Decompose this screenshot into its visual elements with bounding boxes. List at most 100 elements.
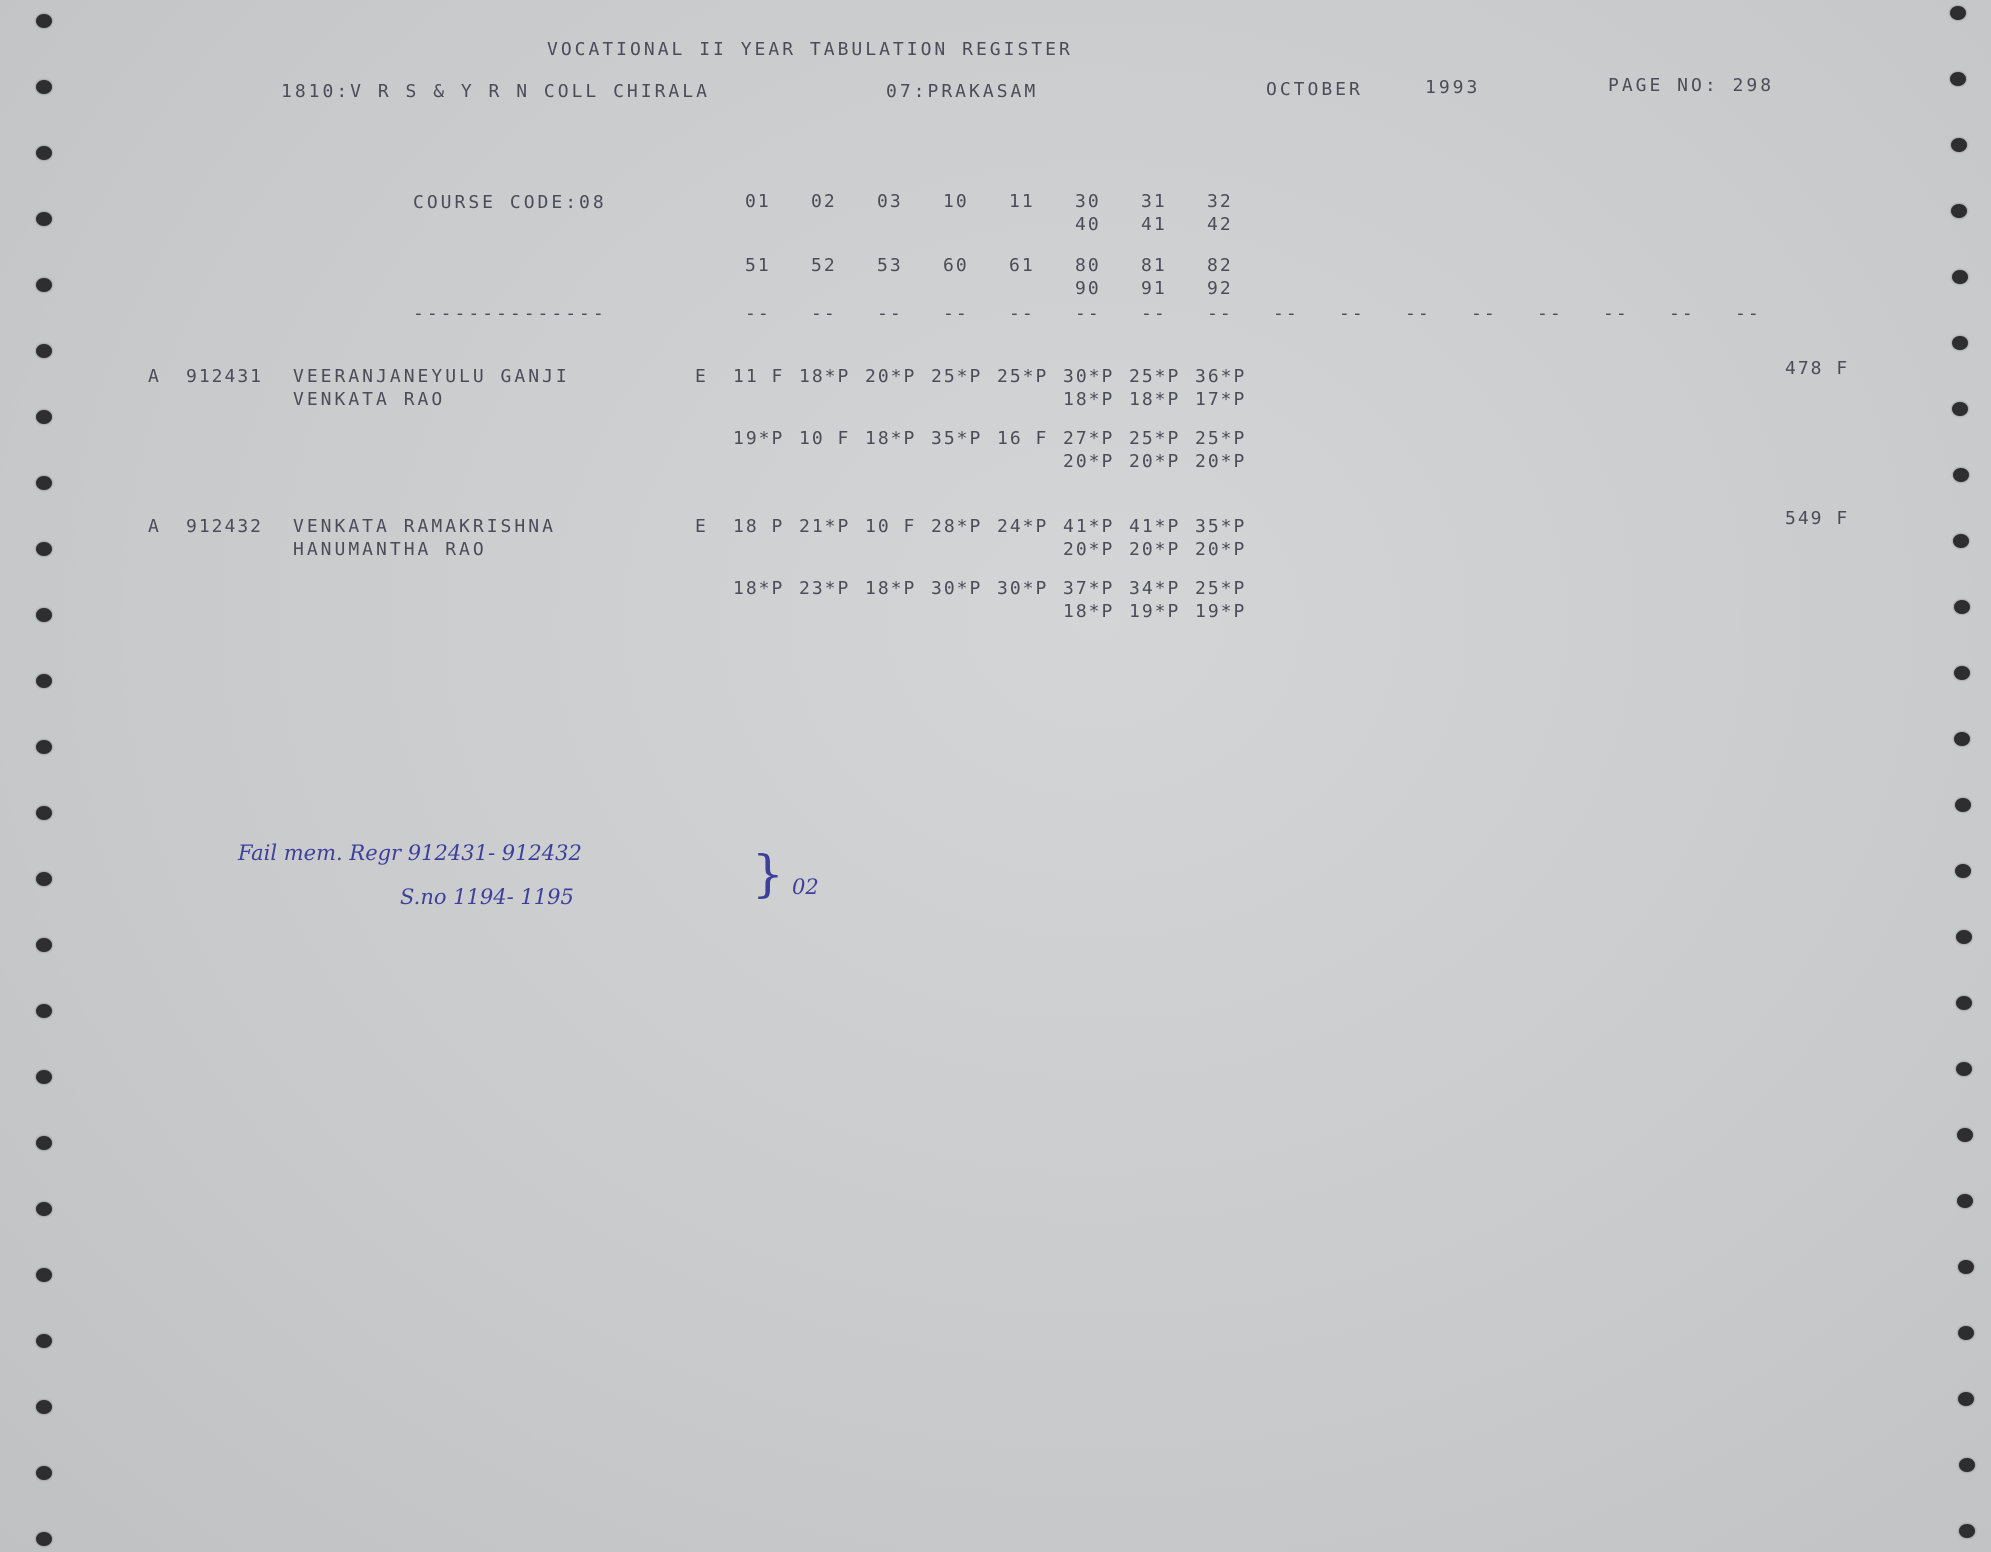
tractor-feed-hole xyxy=(1958,1392,1975,1406)
subject-mark: 25*P xyxy=(1129,366,1181,387)
tractor-feed-hole xyxy=(36,410,52,424)
tractor-feed-hole xyxy=(1954,666,1970,680)
tractor-feed-hole xyxy=(36,740,52,754)
subject-mark: 27*P xyxy=(1063,428,1115,449)
tractor-feed-hole xyxy=(1950,138,1967,152)
column-separator: -- xyxy=(1009,303,1035,324)
column-separator: -- xyxy=(1207,303,1233,324)
subject-code: 92 xyxy=(1207,278,1233,299)
tractor-feed-hole xyxy=(1956,996,1972,1010)
subject-mark: 24*P xyxy=(997,516,1049,537)
subject-mark: 11 F xyxy=(733,366,785,387)
tractor-feed-hole xyxy=(36,1334,52,1348)
column-separator: -- xyxy=(1735,303,1761,324)
tractor-feed-hole xyxy=(36,872,52,886)
tractor-feed-hole xyxy=(36,1466,52,1480)
medium: E xyxy=(695,366,708,387)
medium: E xyxy=(695,516,708,537)
tractor-feed-hole xyxy=(36,674,52,688)
tractor-feed-hole xyxy=(36,146,52,160)
subject-mark: 41*P xyxy=(1063,516,1115,537)
subject-mark: 34*P xyxy=(1129,578,1181,599)
tractor-feed-hole xyxy=(36,1004,52,1018)
subject-mark: 30*P xyxy=(931,578,983,599)
subject-code: 53 xyxy=(877,255,903,276)
tractor-feed-hole xyxy=(1957,1260,1974,1274)
tractor-feed-hole xyxy=(1950,6,1966,20)
subject-mark: 35*P xyxy=(1195,516,1247,537)
handwritten-note-line1: Fail mem. Regr 912431- 912432 xyxy=(238,841,582,865)
subject-mark: 25*P xyxy=(1129,428,1181,449)
subject-mark: 18*P xyxy=(1063,601,1115,622)
tractor-feed-hole xyxy=(36,14,52,28)
subject-mark: 10 F xyxy=(799,428,851,449)
tractor-feed-hole xyxy=(1954,732,1971,746)
subject-mark: 25*P xyxy=(1195,428,1247,449)
column-separator: -- xyxy=(1339,303,1365,324)
subject-mark: 18*P xyxy=(1063,389,1115,410)
column-separator: -- xyxy=(1273,303,1299,324)
tractor-feed-hole xyxy=(36,278,52,292)
tractor-feed-hole xyxy=(36,542,52,556)
subject-mark: 18*P xyxy=(865,578,917,599)
subject-mark: 30*P xyxy=(1063,366,1115,387)
tractor-feed-hole xyxy=(1952,468,1969,482)
tractor-feed-hole xyxy=(36,1070,52,1084)
handwritten-note-line2: S.no 1194- 1195 xyxy=(400,885,574,909)
subject-code: 81 xyxy=(1141,255,1167,276)
tractor-feed-hole xyxy=(36,1202,52,1216)
tractor-feed-hole xyxy=(1952,336,1968,350)
column-separator: -- xyxy=(1471,303,1497,324)
tractor-feed-hole xyxy=(36,80,52,94)
subject-mark: 20*P xyxy=(1195,539,1247,560)
tractor-feed-hole xyxy=(36,1268,52,1282)
tractor-feed-hole xyxy=(1953,534,1970,548)
subject-code: 51 xyxy=(745,255,771,276)
student-name: VENKATA RAMAKRISHNA xyxy=(293,516,556,537)
tractor-feed-hole xyxy=(36,1136,52,1150)
subject-code: 41 xyxy=(1141,214,1167,235)
column-separator: -- xyxy=(1141,303,1167,324)
subject-mark: 28*P xyxy=(931,516,983,537)
subject-code: 31 xyxy=(1141,191,1167,212)
subject-mark: 19*P xyxy=(733,428,785,449)
tractor-feed-hole xyxy=(1950,72,1967,86)
tractor-feed-hole xyxy=(36,1400,52,1414)
tractor-feed-hole xyxy=(1951,270,1968,284)
total-result: 478 F xyxy=(1785,358,1850,379)
student-name: VEERANJANEYULU GANJI xyxy=(293,366,570,387)
subject-code: 91 xyxy=(1141,278,1167,299)
tractor-feed-hole xyxy=(1953,600,1970,614)
subject-mark: 21*P xyxy=(799,516,851,537)
subject-code: 32 xyxy=(1207,191,1233,212)
subject-mark: 37*P xyxy=(1063,578,1115,599)
subject-code: 30 xyxy=(1075,191,1101,212)
subject-mark: 17*P xyxy=(1195,389,1247,410)
subject-mark: 20*P xyxy=(865,366,917,387)
subject-code: 11 xyxy=(1009,191,1035,212)
subject-mark: 19*P xyxy=(1129,601,1181,622)
subject-code: 80 xyxy=(1075,255,1101,276)
subject-mark: 20*P xyxy=(1063,451,1115,472)
subject-code: 52 xyxy=(811,255,837,276)
exam-year: 1993 xyxy=(1425,77,1481,98)
subject-mark: 18*P xyxy=(733,578,785,599)
subject-mark: 16 F xyxy=(997,428,1049,449)
father-name: VENKATA RAO xyxy=(293,389,446,410)
tractor-feed-hole xyxy=(36,608,52,622)
subject-code: 61 xyxy=(1009,255,1035,276)
column-separator: -- xyxy=(943,303,969,324)
exam-month: OCTOBER xyxy=(1266,79,1363,100)
subject-code: 90 xyxy=(1075,278,1101,299)
subject-code: 03 xyxy=(877,191,903,212)
subject-mark: 23*P xyxy=(799,578,851,599)
subject-mark: 41*P xyxy=(1129,516,1181,537)
course-underline: -------------- xyxy=(413,303,607,324)
tractor-feed-hole xyxy=(1951,204,1968,218)
tractor-feed-hole xyxy=(36,344,52,358)
subject-mark: 36*P xyxy=(1195,366,1247,387)
tractor-feed-hole xyxy=(1956,1128,1973,1142)
subject-mark: 30*P xyxy=(997,578,1049,599)
subject-mark: 20*P xyxy=(1195,451,1247,472)
subject-mark: 35*P xyxy=(931,428,983,449)
